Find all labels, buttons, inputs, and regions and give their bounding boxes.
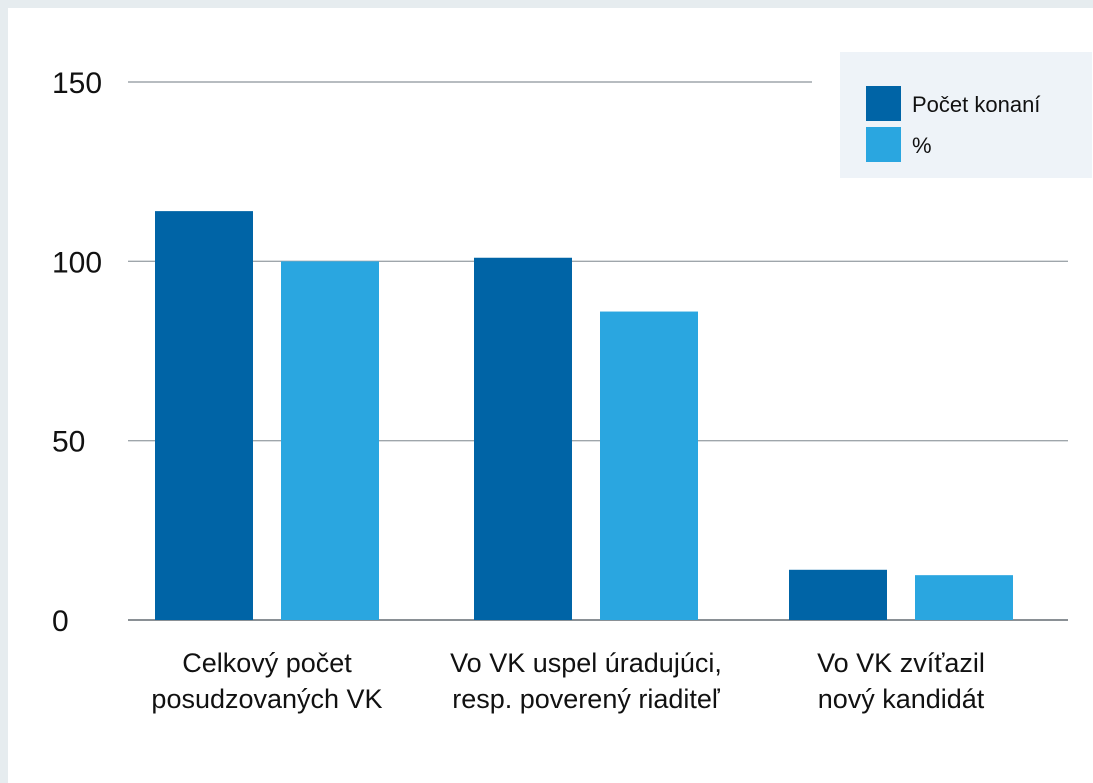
y-tick-label: 150 xyxy=(52,67,102,100)
y-tick-label: 50 xyxy=(52,426,85,459)
bar-percent xyxy=(281,261,379,620)
x-axis: Celkový počet posudzovaných VK Vo VK uspel… xyxy=(151,648,984,714)
y-tick-label: 0 xyxy=(52,605,69,638)
x-category-label: Vo VK zvíťazil nový kandidát xyxy=(817,648,985,714)
legend: Počet konaní % xyxy=(840,52,1092,178)
x-category-label: Vo VK uspel úradujúci, resp. poverený ria… xyxy=(450,648,722,714)
bar-percent xyxy=(600,311,698,620)
y-axis: 0 50 100 150 xyxy=(52,67,102,638)
bar-pocet-konani xyxy=(474,257,572,620)
bar-pocet-konani xyxy=(789,569,887,620)
bar-pocet-konani xyxy=(155,211,253,620)
legend-swatch-pocet-konani xyxy=(866,86,901,121)
x-category-label: Celkový počet posudzovaných VK xyxy=(151,648,382,714)
legend-swatch-percent xyxy=(866,127,901,162)
bar-percent xyxy=(915,575,1013,620)
bars xyxy=(155,211,1013,620)
legend-label-percent: % xyxy=(912,133,932,158)
legend-label-pocet-konani: Počet konaní xyxy=(912,92,1040,117)
y-tick-label: 100 xyxy=(52,246,102,279)
